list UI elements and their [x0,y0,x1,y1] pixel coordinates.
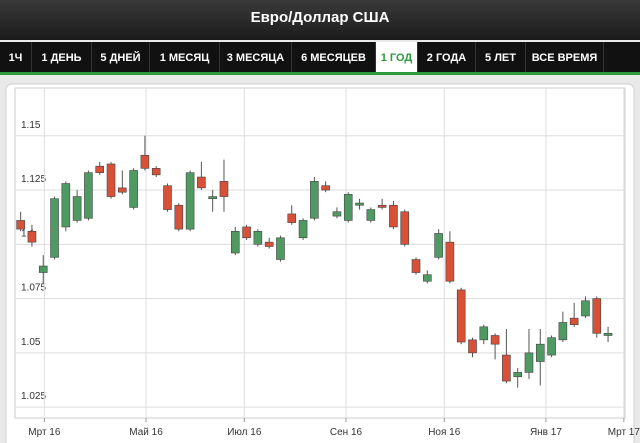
x-tick-label: Мрт 16 [28,427,61,438]
candle-body [50,198,59,258]
candle-body [490,335,500,345]
candle-body [547,337,556,356]
candle-body [332,211,342,217]
candle-body [276,237,285,260]
candle-body [197,176,206,189]
y-tick-label: 1.125 [21,174,46,185]
x-tick-label: Сен 16 [330,427,363,438]
candle-body [513,372,522,378]
candle-body [16,220,25,230]
candle-body [208,196,217,200]
candle-body [592,298,602,334]
candle-body [163,185,172,210]
y-tick-label: 1.05 [21,337,41,348]
candle-body [321,185,330,191]
candle-body [242,226,251,239]
candle-body [343,194,353,221]
tab[interactable]: ВСЕ ВРЕМЯ [526,42,604,72]
plot-area [14,87,626,419]
header-title: Евро/Доллар США [0,0,640,40]
candle-body [95,165,105,173]
candle-body [603,333,613,336]
candle-body [151,168,161,176]
candle-body [287,213,297,223]
candle-body [72,196,82,221]
candle-body [174,204,184,230]
candle-body [377,204,387,208]
tab[interactable]: 6 МЕСЯЦЕВ [292,42,376,72]
candle-body [129,170,138,208]
candle-body [185,172,195,230]
candle-body [479,326,489,341]
candle-body [366,209,376,221]
candle-body [569,317,579,325]
candle-body [558,322,568,341]
candle-body [434,233,443,258]
tab[interactable]: 1 ДЕНЬ [32,42,92,72]
y-tick-label: 1.15 [21,120,41,131]
tab[interactable]: 5 ДНЕЙ [92,42,150,72]
y-tick-label: 1.075 [21,283,46,294]
candle-body [61,183,71,228]
candle-body [84,172,93,219]
candle-body [389,204,398,228]
candle-body [264,241,274,247]
candle-body [253,230,263,245]
tab[interactable]: 3 МЕСЯЦА [220,42,292,72]
candle-body [106,163,116,197]
x-tick-label: Июл 16 [227,427,262,438]
x-tick-label: Май 16 [129,427,163,438]
candle-body [400,211,410,245]
tab[interactable]: 1 ГОД [376,42,418,72]
candle-body [535,343,545,362]
candle-body [524,352,534,373]
x-tick-label: Ноя 16 [428,427,461,438]
candle-body [502,354,511,382]
y-tick-label: 1.025 [21,391,46,402]
candle-body [27,230,37,243]
candle-body [118,187,127,193]
candle-body [468,339,477,354]
candle-body [581,300,590,317]
x-tick-label: Янв 17 [530,427,562,438]
tab-bar: 1Ч 1 ДЕНЬ 5 ДНЕЙ 1 МЕСЯЦ 3 МЕСЯЦА 6 МЕСЯЦЕВ 1 … [0,42,640,75]
candle-body [445,241,455,282]
candle-body [456,289,466,343]
candle-body [38,265,48,273]
chart-panel [5,83,635,443]
candle-body [310,181,319,219]
candle-body [298,220,308,239]
tab[interactable]: 5 ЛЕТ [476,42,526,72]
candle-body [140,155,150,169]
tab[interactable]: 1 МЕСЯЦ [150,42,220,72]
candle-body [219,181,229,197]
candle-body [230,230,240,254]
candle-body [423,274,432,282]
candle-body [355,202,364,206]
candle-body [411,259,421,273]
x-tick-label: Мрт 17 [608,427,640,438]
tab[interactable]: 2 ГОДА [418,42,476,72]
tab[interactable]: 1Ч [0,42,32,72]
